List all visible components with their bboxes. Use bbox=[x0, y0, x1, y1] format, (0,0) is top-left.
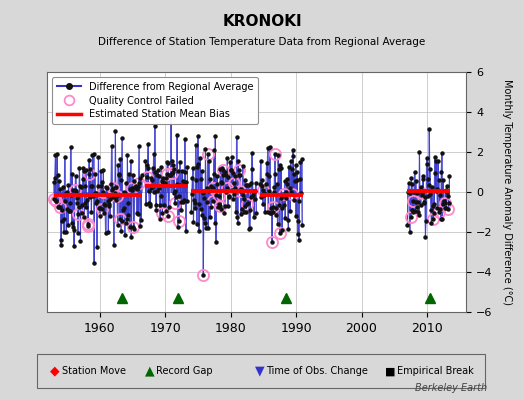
Text: Empirical Break: Empirical Break bbox=[397, 366, 474, 376]
Text: ◆: ◆ bbox=[50, 365, 60, 378]
Text: Time of Obs. Change: Time of Obs. Change bbox=[266, 366, 368, 376]
Text: ▲: ▲ bbox=[145, 365, 154, 378]
Text: ■: ■ bbox=[385, 366, 396, 376]
Y-axis label: Monthly Temperature Anomaly Difference (°C): Monthly Temperature Anomaly Difference (… bbox=[502, 79, 512, 305]
Text: Record Gap: Record Gap bbox=[156, 366, 213, 376]
Text: Difference of Station Temperature Data from Regional Average: Difference of Station Temperature Data f… bbox=[99, 37, 425, 47]
Legend: Difference from Regional Average, Quality Control Failed, Estimated Station Mean: Difference from Regional Average, Qualit… bbox=[52, 77, 258, 124]
Text: KRONOKI: KRONOKI bbox=[222, 14, 302, 30]
Text: Station Move: Station Move bbox=[62, 366, 126, 376]
Text: Berkeley Earth: Berkeley Earth bbox=[415, 383, 487, 393]
Text: ▼: ▼ bbox=[255, 365, 264, 378]
